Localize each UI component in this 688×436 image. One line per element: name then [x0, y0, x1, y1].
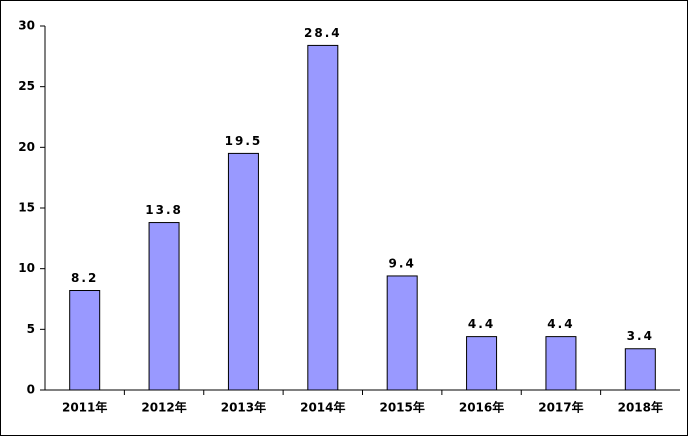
value-label: 8.2	[71, 271, 98, 285]
x-tick-label: 2012年	[141, 400, 186, 415]
bar	[466, 336, 498, 391]
bar	[307, 44, 339, 391]
value-label: 19.5	[225, 134, 263, 148]
x-tick-label: 2018年	[618, 400, 663, 415]
y-tick-label: 30	[18, 19, 35, 33]
value-label: 4.4	[468, 317, 495, 331]
x-tick-label: 2011年	[62, 400, 107, 415]
x-tick-label: 2017年	[538, 400, 583, 415]
y-tick-label: 0	[27, 383, 35, 397]
x-tick-label: 2013年	[221, 400, 266, 415]
bar	[624, 348, 656, 391]
bar	[69, 290, 101, 391]
value-label: 3.4	[627, 329, 654, 343]
y-tick-label: 25	[18, 79, 35, 93]
x-tick-label: 2015年	[379, 400, 424, 415]
y-tick-label: 5	[27, 322, 35, 336]
value-label: 13.8	[145, 203, 183, 217]
bar	[227, 152, 259, 391]
bar	[545, 336, 577, 391]
value-label: 4.4	[547, 317, 574, 331]
x-tick-label: 2014年	[300, 400, 345, 415]
y-tick-label: 15	[18, 201, 35, 215]
value-label: 28.4	[304, 26, 342, 40]
x-tick-label: 2016年	[459, 400, 504, 415]
bar	[148, 222, 180, 391]
bar	[386, 275, 418, 391]
y-tick-label: 10	[18, 261, 35, 275]
y-tick-label: 20	[18, 140, 35, 154]
value-label: 9.4	[389, 256, 416, 270]
